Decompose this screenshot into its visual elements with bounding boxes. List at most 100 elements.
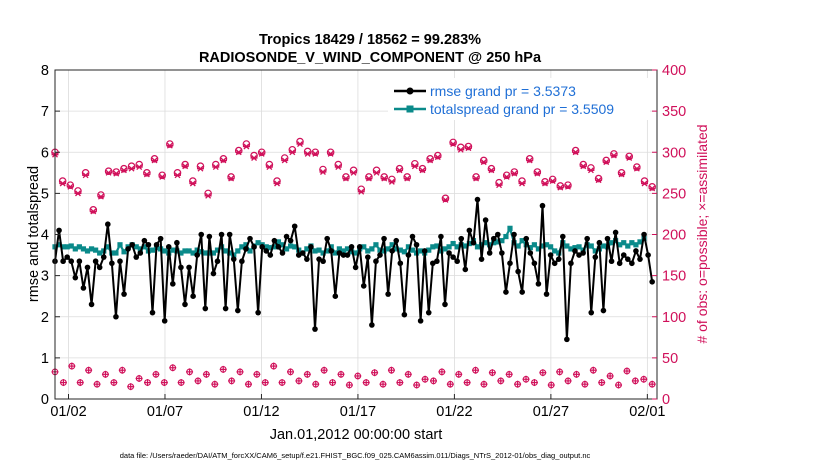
assimilated-obs-marker bbox=[158, 173, 166, 180]
low-obs-marker bbox=[287, 368, 295, 376]
assimilated-obs-stroke bbox=[434, 154, 441, 161]
totalspread-point bbox=[97, 250, 103, 256]
low-obs-marker bbox=[312, 380, 320, 388]
assimilated-obs-marker bbox=[602, 159, 610, 166]
totalspread-point bbox=[621, 240, 627, 246]
assimilated-obs-marker bbox=[265, 164, 273, 171]
totalspread-point bbox=[466, 240, 472, 247]
totalspread-point bbox=[491, 240, 497, 246]
possible-obs-marker bbox=[541, 178, 549, 186]
possible-obs-marker bbox=[426, 155, 434, 163]
totalspread-point bbox=[369, 246, 375, 252]
rmse-point bbox=[340, 252, 347, 258]
rmse-point bbox=[389, 248, 395, 254]
totalspread-point bbox=[446, 244, 452, 250]
low-obs-marker bbox=[530, 379, 538, 387]
assimilated-obs-marker bbox=[311, 150, 319, 157]
assimilated-obs-stroke bbox=[97, 193, 104, 200]
y-tick-label-left: 3 bbox=[41, 269, 49, 285]
rmse-point bbox=[539, 202, 546, 209]
y-tick-label-right: 200 bbox=[662, 228, 686, 244]
low-obs-marker bbox=[396, 379, 404, 387]
totalspread-point bbox=[239, 244, 245, 250]
assimilated-obs-stroke bbox=[342, 175, 349, 182]
assimilated-obs-stroke bbox=[457, 146, 464, 153]
totalspread-point bbox=[288, 243, 294, 249]
assimilated-obs-stroke bbox=[189, 180, 196, 187]
totalspread-point bbox=[271, 244, 277, 250]
totalspread-point bbox=[133, 244, 139, 250]
possible-obs-marker bbox=[112, 168, 121, 176]
low-obs-marker bbox=[631, 377, 639, 385]
assimilated-obs-stroke bbox=[427, 157, 434, 164]
assimilated-obs-stroke bbox=[251, 155, 258, 161]
possible-obs-marker bbox=[633, 163, 641, 171]
assimilated-obs-stroke bbox=[503, 173, 510, 180]
totalspread-point bbox=[80, 246, 87, 252]
low-obs-marker bbox=[244, 380, 252, 388]
rmse-point bbox=[235, 307, 241, 314]
rmse-point bbox=[633, 248, 639, 254]
low-obs-marker bbox=[581, 380, 589, 388]
possible-obs-marker bbox=[610, 150, 618, 158]
y-axis-label-right: # of obs: o=possible; ×=assimilated bbox=[694, 124, 710, 343]
obs-high-series bbox=[51, 137, 656, 215]
legend-box bbox=[388, 78, 650, 120]
assimilated-obs-marker bbox=[242, 143, 250, 150]
rmse-line bbox=[54, 198, 654, 341]
rmse-point bbox=[560, 233, 566, 240]
totalspread-point bbox=[292, 244, 298, 250]
y-tick-label-left: 6 bbox=[41, 145, 49, 161]
totalspread-point bbox=[588, 243, 594, 249]
rmse-point bbox=[308, 244, 314, 250]
possible-obs-marker bbox=[89, 206, 98, 214]
assimilated-obs-marker bbox=[464, 145, 472, 152]
x-tick-label: 01/12 bbox=[243, 404, 279, 420]
chart-title-line2: RADIOSONDE_V_WIND_COMPONENT @ 250 hPa bbox=[199, 50, 542, 66]
rmse-point bbox=[458, 235, 465, 242]
y-tick-label-right: 50 bbox=[662, 351, 678, 367]
assimilated-obs-stroke bbox=[488, 167, 495, 174]
assimilated-obs-marker bbox=[273, 180, 281, 187]
assimilated-obs-marker bbox=[610, 152, 618, 159]
totalspread-point bbox=[389, 242, 395, 248]
y-tick-label-right: 150 bbox=[662, 269, 686, 285]
y-tick-label-right: 400 bbox=[662, 63, 686, 79]
assimilated-obs-stroke bbox=[534, 170, 541, 177]
assimilated-obs-stroke bbox=[603, 159, 610, 166]
rmse-point bbox=[145, 241, 152, 248]
low-obs-marker bbox=[615, 381, 623, 389]
assimilated-obs-marker bbox=[327, 150, 335, 157]
rmse-point bbox=[202, 305, 209, 312]
rmse-point bbox=[255, 309, 261, 316]
assimilated-obs-marker bbox=[441, 196, 449, 203]
assimilated-obs-marker bbox=[487, 167, 495, 174]
totalspread-point bbox=[487, 242, 493, 248]
rmse-point bbox=[421, 248, 428, 254]
assimilated-obs-stroke bbox=[511, 170, 518, 177]
low-obs-marker bbox=[320, 366, 328, 374]
rmse-point bbox=[210, 270, 217, 277]
rmse-point bbox=[409, 233, 416, 240]
totalspread-point bbox=[353, 250, 359, 256]
assimilated-obs-stroke bbox=[220, 157, 227, 164]
totalspread-point bbox=[275, 239, 282, 245]
totalspread-point bbox=[377, 247, 383, 253]
totalspread-point bbox=[162, 248, 168, 254]
assimilated-obs-stroke bbox=[396, 167, 403, 174]
rmse-point bbox=[401, 311, 408, 318]
y-tick-label-left: 8 bbox=[41, 63, 49, 79]
possible-obs-marker bbox=[395, 164, 404, 173]
rmse-point bbox=[275, 244, 282, 250]
rmse-point bbox=[56, 227, 62, 234]
assimilated-obs-marker bbox=[82, 172, 90, 179]
rmse-point bbox=[84, 264, 91, 271]
assimilated-obs-stroke bbox=[580, 163, 587, 170]
low-obs-marker bbox=[539, 369, 547, 377]
assimilated-obs-stroke bbox=[572, 149, 579, 156]
totalspread-point bbox=[600, 243, 607, 249]
totalspread-point bbox=[572, 245, 578, 251]
low-obs-marker bbox=[371, 369, 379, 377]
rmse-point bbox=[641, 231, 647, 238]
